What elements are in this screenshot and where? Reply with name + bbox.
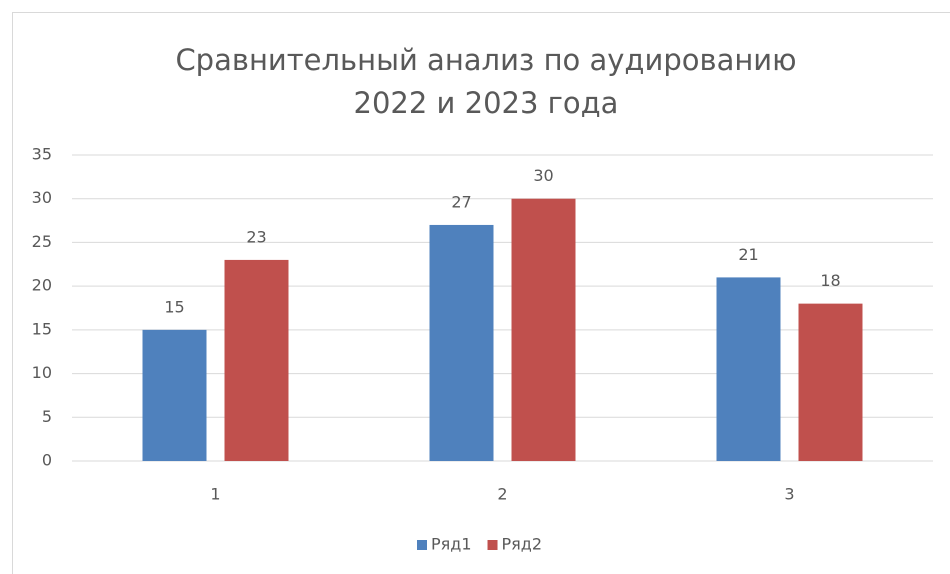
y-tick-label: 15 [32,319,52,338]
data-label: 18 [820,271,840,290]
legend-label: Ряд1 [431,535,472,554]
x-tick-label: 3 [784,485,794,504]
bar [798,303,863,461]
y-tick-label: 20 [32,276,52,295]
data-label: 21 [738,245,758,264]
y-tick-label: 30 [32,188,52,207]
bar [716,277,781,461]
legend-label: Ряд2 [502,535,543,554]
chart-title: 2022 и 2023 года [354,86,619,120]
x-tick-label: 1 [210,485,220,504]
bar [224,259,289,461]
data-label: 30 [533,166,553,185]
y-tick-label: 5 [42,407,52,426]
chart-title: Сравнительный анализ по аудированию [175,43,796,77]
legend-swatch [487,540,498,550]
bar [511,198,576,461]
bar [429,224,494,461]
x-tick-label: 2 [497,485,507,504]
bar [142,329,207,461]
y-tick-label: 25 [32,232,52,251]
y-tick-label: 10 [32,363,52,382]
y-tick-label: 0 [42,451,52,470]
y-tick-label: 35 [32,145,52,164]
legend-swatch [417,540,427,550]
data-label: 15 [164,297,184,316]
data-label: 23 [246,227,266,246]
data-label: 27 [451,192,471,211]
